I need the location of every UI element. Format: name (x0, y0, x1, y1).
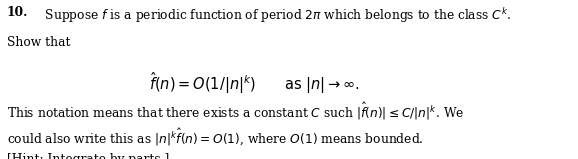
Text: $\hat{f}(n) = O(1/|n|^k) \qquad \mathrm{as\ } |n| \to \infty.$: $\hat{f}(n) = O(1/|n|^k) \qquad \mathrm{… (149, 70, 360, 96)
Text: This notation means that there exists a constant $C$ such $|\hat{f}(n)| \leq C/|: This notation means that there exists a … (7, 101, 464, 122)
Text: Show that: Show that (7, 36, 71, 49)
Text: 10.: 10. (7, 6, 28, 19)
Text: could also write this as $|n|^k\hat{f}(n) = O(1)$, where $O(1)$ means bounded.: could also write this as $|n|^k\hat{f}(n… (7, 127, 424, 148)
Text: Suppose $f$ is a periodic function of period $2\pi$ which belongs to the class $: Suppose $f$ is a periodic function of pe… (37, 6, 511, 25)
Text: [Hint: Integrate by parts.]: [Hint: Integrate by parts.] (7, 153, 169, 159)
